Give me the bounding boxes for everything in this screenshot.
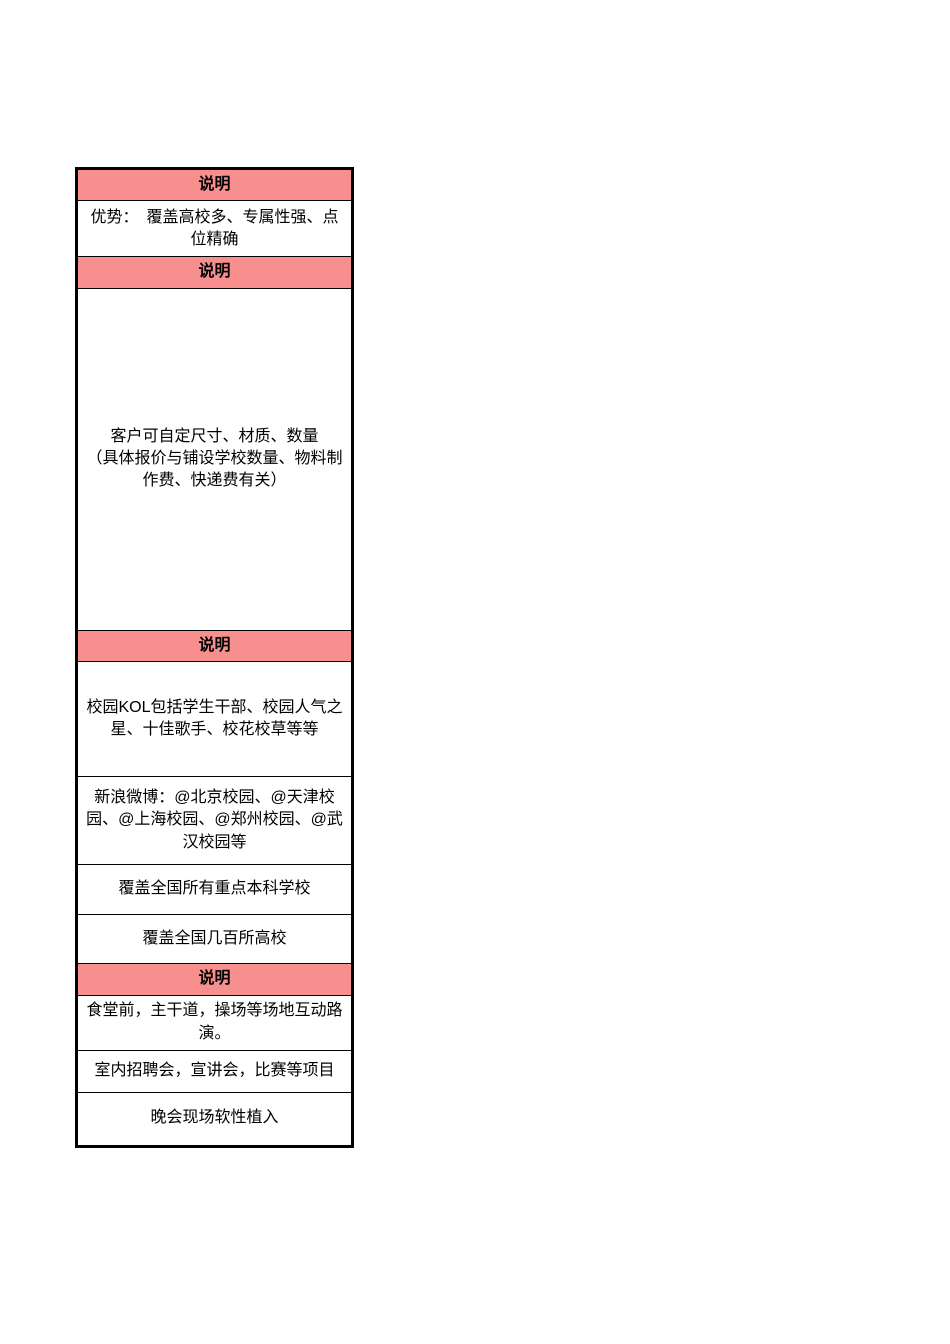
section-row: 校园KOL包括学生干部、校园人气之星、十佳歌手、校花校草等等 bbox=[77, 662, 353, 777]
section-row: 覆盖全国所有重点本科学校 bbox=[77, 865, 353, 915]
section-row: 客户可自定尺寸、材质、数量（具体报价与铺设学校数量、物料制作费、快递费有关） bbox=[77, 288, 353, 630]
section-header: 说明 bbox=[77, 169, 353, 201]
section-row: 优势： 覆盖高校多、专属性强、点位精确 bbox=[77, 201, 353, 257]
section-row: 食堂前，主干道，操场等场地互动路演。 bbox=[77, 995, 353, 1050]
section-row: 室内招聘会，宣讲会，比赛等项目 bbox=[77, 1050, 353, 1092]
section-header: 说明 bbox=[77, 964, 353, 995]
section-row: 晚会现场软性植入 bbox=[77, 1092, 353, 1146]
section-header: 说明 bbox=[77, 257, 353, 288]
section-header: 说明 bbox=[77, 630, 353, 661]
section-row: 覆盖全国几百所高校 bbox=[77, 915, 353, 964]
section-row: 新浪微博：@北京校园、@天津校园、@上海校园、@郑州校园、@武汉校园等 bbox=[77, 777, 353, 865]
description-table: 说明优势： 覆盖高校多、专属性强、点位精确说明客户可自定尺寸、材质、数量（具体报… bbox=[75, 167, 354, 1148]
